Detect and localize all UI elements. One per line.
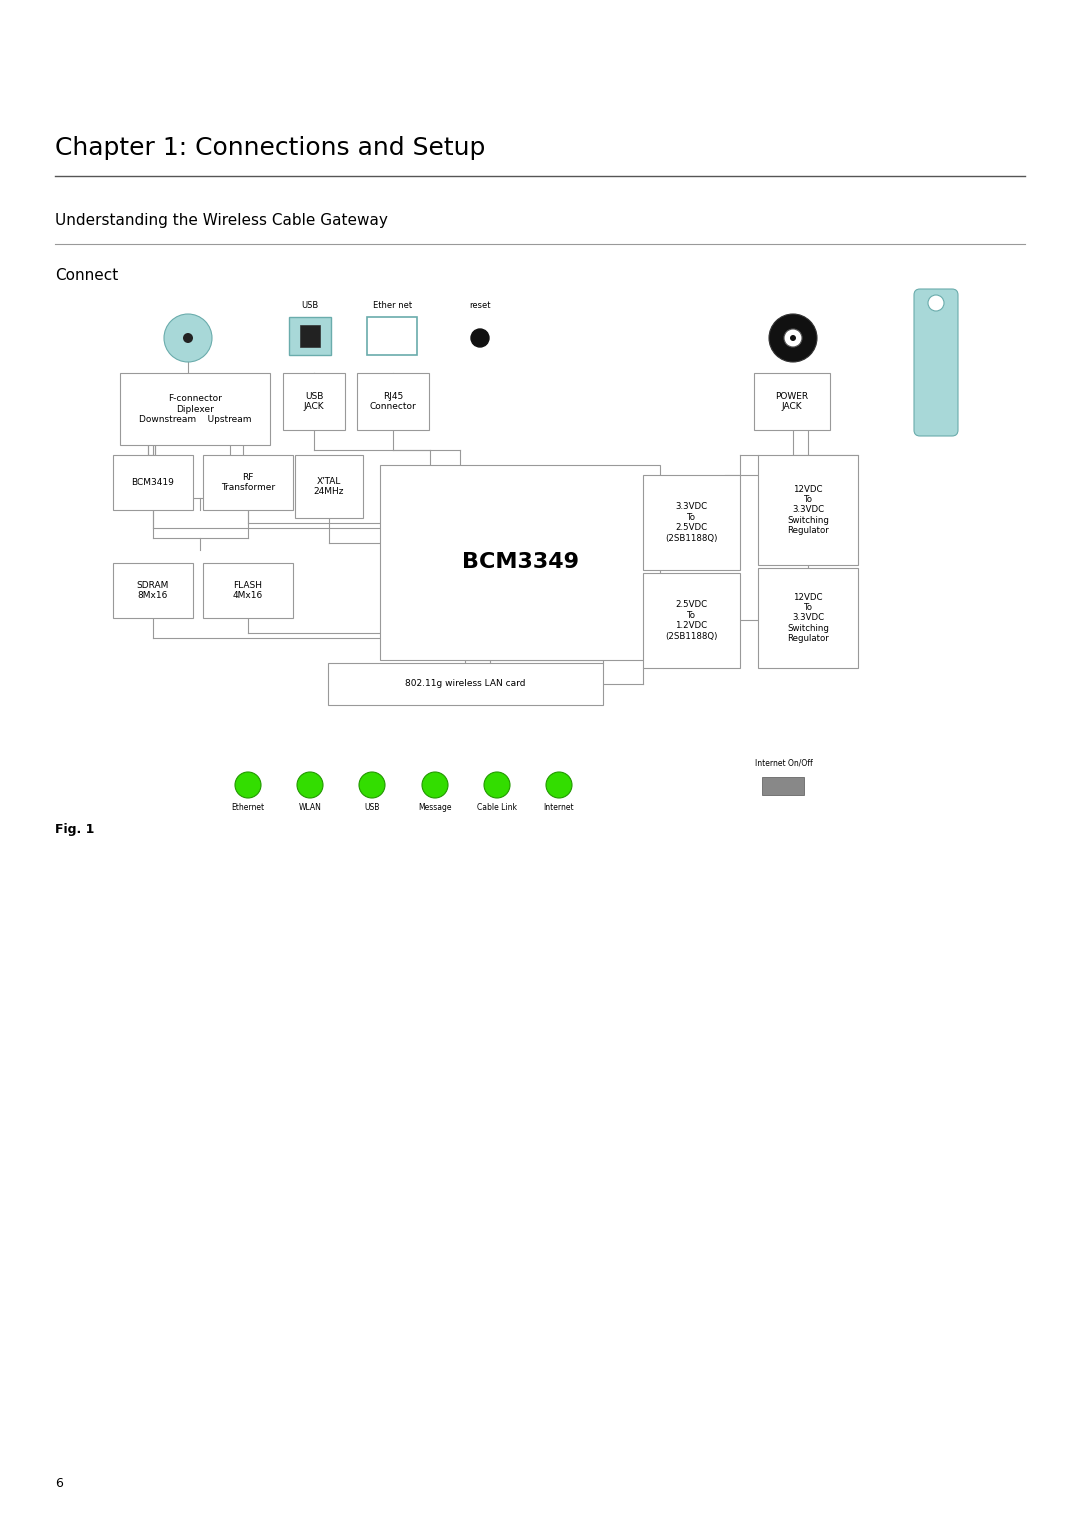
FancyBboxPatch shape (113, 562, 193, 617)
Circle shape (789, 335, 796, 341)
Text: 3.3VDC
To
2.5VDC
(2SB1188Q): 3.3VDC To 2.5VDC (2SB1188Q) (665, 503, 718, 542)
Text: X'TAL
24MHz: X'TAL 24MHz (314, 477, 345, 497)
Circle shape (769, 313, 816, 362)
FancyBboxPatch shape (328, 663, 603, 704)
Circle shape (164, 313, 212, 362)
FancyBboxPatch shape (643, 475, 740, 570)
Circle shape (359, 772, 384, 798)
Text: BCM3349: BCM3349 (461, 553, 579, 573)
FancyBboxPatch shape (762, 778, 804, 795)
Text: USB: USB (301, 301, 319, 310)
FancyBboxPatch shape (914, 289, 958, 435)
FancyBboxPatch shape (643, 573, 740, 668)
Text: FLASH
4Mx16: FLASH 4Mx16 (233, 581, 264, 601)
FancyBboxPatch shape (120, 373, 270, 445)
FancyBboxPatch shape (380, 465, 660, 660)
FancyBboxPatch shape (203, 562, 293, 617)
Text: SDRAM
8Mx16: SDRAM 8Mx16 (137, 581, 170, 601)
Circle shape (928, 295, 944, 312)
Text: Message: Message (418, 804, 451, 811)
Text: Internet: Internet (543, 804, 575, 811)
FancyBboxPatch shape (300, 325, 320, 347)
Text: 12VDC
To
3.3VDC
Switching
Regulator: 12VDC To 3.3VDC Switching Regulator (787, 593, 829, 643)
Text: POWER
JACK: POWER JACK (775, 391, 809, 411)
Circle shape (546, 772, 572, 798)
Circle shape (422, 772, 448, 798)
Text: RF
Transformer: RF Transformer (221, 472, 275, 492)
Text: 6: 6 (55, 1478, 63, 1490)
Text: USB
JACK: USB JACK (303, 391, 324, 411)
Circle shape (784, 329, 802, 347)
Text: Connect: Connect (55, 267, 118, 283)
Text: Fig. 1: Fig. 1 (55, 824, 94, 836)
Text: 802.11g wireless LAN card: 802.11g wireless LAN card (405, 680, 526, 689)
Text: Understanding the Wireless Cable Gateway: Understanding the Wireless Cable Gateway (55, 212, 388, 228)
FancyBboxPatch shape (113, 455, 193, 510)
Text: 12VDC
To
3.3VDC
Switching
Regulator: 12VDC To 3.3VDC Switching Regulator (787, 484, 829, 535)
Circle shape (235, 772, 261, 798)
Text: Ethernet: Ethernet (231, 804, 265, 811)
FancyBboxPatch shape (203, 455, 293, 510)
Circle shape (183, 333, 193, 342)
FancyBboxPatch shape (357, 373, 429, 429)
Text: Internet On/Off: Internet On/Off (755, 759, 813, 769)
FancyBboxPatch shape (289, 316, 330, 354)
FancyBboxPatch shape (758, 455, 858, 565)
FancyBboxPatch shape (758, 568, 858, 668)
Text: reset: reset (469, 301, 490, 310)
Text: RJ45
Connector: RJ45 Connector (369, 391, 417, 411)
Text: Ether net: Ether net (374, 301, 413, 310)
Text: Cable Link: Cable Link (477, 804, 517, 811)
FancyBboxPatch shape (283, 373, 345, 429)
Circle shape (297, 772, 323, 798)
Text: USB: USB (364, 804, 380, 811)
Circle shape (471, 329, 489, 347)
Circle shape (484, 772, 510, 798)
Text: 2.5VDC
To
1.2VDC
(2SB1188Q): 2.5VDC To 1.2VDC (2SB1188Q) (665, 601, 718, 640)
Text: F-connector
Diplexer
Downstream    Upstream: F-connector Diplexer Downstream Upstream (138, 394, 252, 423)
Text: WLAN: WLAN (298, 804, 322, 811)
FancyBboxPatch shape (367, 316, 417, 354)
FancyBboxPatch shape (295, 455, 363, 518)
Text: BCM3419: BCM3419 (132, 478, 175, 487)
FancyBboxPatch shape (754, 373, 831, 429)
Text: Chapter 1: Connections and Setup: Chapter 1: Connections and Setup (55, 136, 485, 160)
